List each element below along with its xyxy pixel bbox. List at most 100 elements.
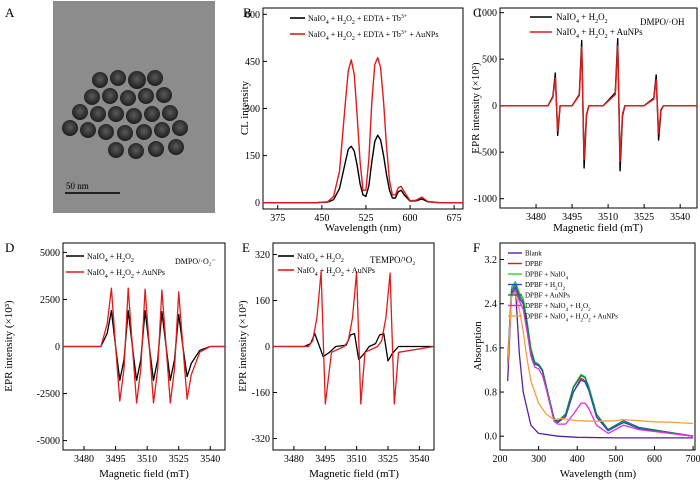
- chart-f-ytick-label-3: 2.4: [485, 299, 498, 310]
- chart-e-series-1: [273, 271, 435, 405]
- chart-b-ytick-label-3: 450: [245, 57, 260, 68]
- chart-f-ylabel: Absorption: [472, 321, 484, 371]
- chart-c-ytick-label-0: -1000: [474, 194, 497, 205]
- chart-d-xtick-label-0: 3480: [74, 454, 94, 465]
- chart-b-xtick-label-3: 600: [403, 213, 418, 224]
- panel-letter-d: D: [5, 240, 14, 255]
- chart-d-ylabel: EPR intensity (×10³): [3, 300, 15, 392]
- chart-b-series-1: [263, 56, 463, 204]
- chart-e-xlabel: Magnetic field (mT): [309, 468, 399, 480]
- chart-d-ytick-label-3: 2500: [40, 295, 60, 306]
- chart-d-legend-1: NaIO4 + H2O2: [87, 252, 134, 264]
- chart-c-xtick-label-1: 3495: [562, 212, 582, 223]
- chart-c-ticks: 3480 3495 3510 3525 3540 -1000 -500 0 500 1000: [474, 8, 691, 223]
- chart-e-series-0: [273, 332, 434, 362]
- chart-e-annotation: TEMPO/¹O₂: [370, 255, 415, 265]
- chart-c-series-0: [500, 38, 697, 172]
- chart-e-ytick-label-1: -160: [252, 388, 270, 399]
- chart-f-legend-label-0: Blank: [525, 250, 542, 258]
- panel-letter-f: F: [473, 240, 480, 255]
- chart-c-legend-2: NaIO4 + H2O2 + AuNPs: [556, 27, 643, 40]
- chart-c-xtick-label-4: 3540: [670, 212, 690, 223]
- chart-d-series-1: [63, 287, 225, 404]
- chart-f-legend-label-5: DPBF + NaIO4 + H2O2: [525, 302, 591, 313]
- chart-e-ytick-label-3: 160: [255, 296, 270, 307]
- chart-f-ytick-label-2: 1.6: [485, 343, 498, 354]
- chart-d-xtick-label-2: 3510: [137, 454, 157, 465]
- chart-f-lines: [507, 280, 694, 439]
- chart-f-xtick-label-5: 700: [686, 454, 700, 465]
- chart-f-ytick-label-1: 0.8: [485, 388, 498, 399]
- chart-e-xtick-label-0: 3480: [284, 454, 304, 465]
- chart-e-legend-2: NaIO4 + H2O2 + AuNPs: [297, 266, 375, 278]
- chart-e: 3480 3495 3510 3525 3540 -320 -160 0 160 320 NaIO…: [237, 242, 435, 480]
- chart-c-lines: [500, 38, 697, 172]
- chart-f-series-4: [507, 283, 694, 437]
- chart-c-ytick-label-2: 0: [492, 101, 497, 112]
- chart-f-legend-label-3: DPBF + H2O2: [525, 281, 566, 292]
- chart-d-ytick-label-0: -5000: [37, 436, 60, 447]
- chart-b-ticks: 375 450 525 600 675 0 150 300 450 600: [245, 10, 462, 224]
- chart-e-xtick-label-4: 3540: [409, 454, 429, 465]
- chart-e-xtick-label-3: 3525: [378, 454, 398, 465]
- chart-b-legend-1: NaIO4 + H2O2 + EDTA + Tb3+: [308, 14, 408, 26]
- chart-c: 3480 3495 3510 3525 3540 -1000 -500 0 500 1000 Na…: [470, 7, 698, 234]
- chart-e-lines: [273, 271, 435, 405]
- chart-d-ytick-label-2: 0: [55, 342, 60, 353]
- chart-d-legend-2: NaIO4 + H2O2 + AuNPs: [87, 268, 165, 280]
- chart-f-xtick-label-2: 400: [570, 454, 585, 465]
- chart-e-xtick-label-2: 3510: [347, 454, 367, 465]
- chart-b-ytick-label-0: 0: [255, 198, 260, 209]
- chart-c-ytick-label-3: 500: [482, 55, 497, 66]
- chart-d: 3480 3495 3510 3525 3540-5000-2500025005000 …: [3, 242, 226, 480]
- chart-d-xlabel: Magnetic field (mT): [99, 468, 189, 480]
- chart-e-xtick-label-1: 3495: [315, 454, 335, 465]
- chart-f-xtick-label-4: 600: [647, 454, 662, 465]
- chart-c-ylabel: EPR intensity (×10³): [470, 62, 482, 154]
- chart-d-ytick-label-1: -2500: [37, 389, 60, 400]
- panel-letter-e: E: [242, 240, 250, 255]
- chart-e-ylabel: EPR intensity (×10³): [237, 300, 249, 392]
- panel-letter-c: C: [473, 5, 482, 20]
- chart-b-ytick-label-4: 600: [245, 10, 260, 21]
- chart-e-ytick-label-4: 320: [255, 250, 270, 261]
- panel-letter-b: B: [243, 5, 252, 20]
- chart-b-legend-2: NaIO4 + H2O2 + EDTA + Tb3+ + AuNPs: [308, 30, 438, 42]
- chart-b: 375 450 525 600 675 0 150 300 450 600 NaIO4 + H2O…: [239, 7, 464, 234]
- chart-c-xlabel: Magnetic field (mT): [553, 222, 643, 234]
- chart-e-ytick-label-2: 0: [265, 342, 270, 353]
- chart-c-legend-1: NaIO4 + H2O2: [556, 12, 608, 25]
- chart-f: 200 300 400 500 600 700 0.0 0.8 1.6 2.4 3.2 Blank D…: [472, 242, 700, 480]
- chart-f-ytick-label-4: 3.2: [485, 255, 498, 266]
- chart-b-xlabel: Wavelength (nm): [325, 222, 402, 234]
- chart-b-ylabel: CL intensity: [239, 80, 251, 135]
- chart-b-xtick-label-0: 375: [270, 213, 285, 224]
- chart-d-ytick-label-4: 5000: [40, 248, 60, 259]
- chart-f-legend-label-1: DPBF: [525, 260, 543, 268]
- chart-f-legend-label-6: DPBF + NaIO4 + H2O2 + AuNPs: [525, 313, 618, 324]
- chart-f-xtick-label-3: 500: [608, 454, 623, 465]
- chart-f-series-6: [507, 292, 694, 425]
- tem-nanoparticles: [53, 1, 215, 213]
- chart-b-xtick-label-1: 450: [314, 213, 329, 224]
- tem-scale-label: 50 nm: [66, 181, 89, 191]
- chart-b-ytick-label-1: 150: [245, 151, 260, 162]
- chart-f-legend-label-4: DPBF + AuNPs: [525, 292, 570, 300]
- chart-e-ticks: 3480 3495 3510 3525 3540 -320 -160 0 160 320: [252, 250, 430, 465]
- chart-c-xtick-label-3: 3525: [634, 212, 654, 223]
- chart-c-ytick-label-1: -500: [479, 148, 497, 159]
- chart-f-ytick-label-0: 0.0: [485, 432, 498, 443]
- chart-b-lines: [263, 56, 463, 204]
- chart-c-xtick-label-0: 3480: [526, 212, 546, 223]
- chart-b-xtick-label-4: 675: [447, 213, 462, 224]
- chart-f-series-5: [507, 289, 694, 437]
- chart-c-xtick-label-2: 3510: [598, 212, 618, 223]
- chart-c-series-1: [500, 45, 697, 163]
- panel-letter-a: A: [5, 5, 15, 20]
- chart-e-ytick-label-0: -320: [252, 434, 270, 445]
- chart-d-xtick-label-3: 3525: [169, 454, 189, 465]
- chart-f-ticks: 200 300 400 500 600 700 0.0 0.8 1.6 2.4 3.2: [485, 255, 700, 465]
- chart-d-annotation: DMPO/·O₂⁻: [175, 257, 216, 266]
